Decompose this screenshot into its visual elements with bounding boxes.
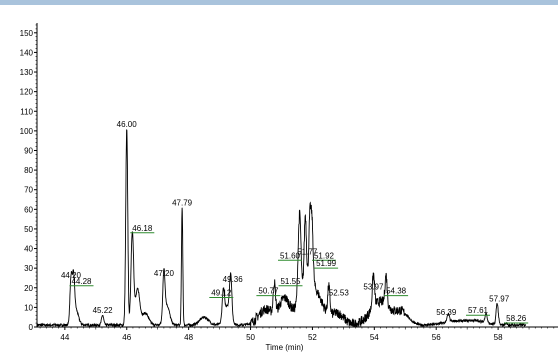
- x-tick-label: 58: [494, 333, 503, 342]
- y-tick-label: 80: [24, 166, 33, 175]
- y-tick-label: 30: [24, 264, 33, 273]
- peak-label: 45.22: [93, 306, 114, 315]
- chromatogram-trace: [36, 129, 527, 328]
- peak-label: 46.00: [117, 120, 138, 129]
- peak-label: 58.26: [506, 314, 527, 323]
- peak-label: 57.97: [489, 294, 510, 303]
- peak-label: 54.38: [386, 287, 407, 296]
- x-tick-label: 56: [432, 333, 441, 342]
- axes: 0 10 20 30 40 50 60 70 80 90 100 110 120 130 140 150 44 4…: [20, 23, 558, 342]
- peak-label: 52.53: [329, 289, 350, 298]
- window-top-bar: [0, 0, 558, 5]
- peak-label: 51.60: [280, 251, 301, 260]
- peak-label: 56.39: [436, 308, 457, 317]
- peak-label: 57.61: [468, 306, 489, 315]
- peak-label: 51.55: [280, 277, 301, 286]
- y-tick-label: 110: [20, 107, 33, 116]
- x-tick-label: 48: [184, 333, 193, 342]
- peak-label: 44.28: [71, 277, 92, 286]
- x-tick-label: 54: [370, 333, 379, 342]
- y-tick-label: 20: [24, 284, 33, 293]
- x-tick-label: 50: [246, 333, 255, 342]
- y-tick-label: 100: [20, 127, 34, 136]
- peak-label: 44.20: [61, 271, 82, 280]
- peak-label: 46.18: [132, 224, 153, 233]
- x-tick-label: 52: [308, 333, 317, 342]
- y-tick-label: 50: [24, 225, 33, 234]
- x-tick-label: 44: [60, 333, 69, 342]
- y-tick-label: 0: [29, 323, 34, 332]
- peak-label: 49.36: [223, 275, 244, 284]
- peak-label: 47.20: [154, 269, 175, 278]
- y-tick-label: 90: [24, 146, 33, 155]
- y-tick-label: 130: [20, 68, 34, 77]
- y-tick-label: 70: [24, 186, 33, 195]
- y-tick-label: 10: [24, 303, 33, 312]
- peak-label: 49.12: [211, 289, 232, 298]
- y-tick-label: 140: [20, 48, 34, 57]
- y-tick-label: 60: [24, 205, 33, 214]
- peak-label: 51.99: [316, 259, 337, 268]
- trace-layer: [36, 129, 527, 328]
- x-axis-title: Time (min): [266, 343, 304, 352]
- y-tick-label: 40: [24, 245, 33, 254]
- peak-label: 50.77: [258, 287, 279, 296]
- x-tick-label: 46: [122, 333, 131, 342]
- peak-label: 51.77: [297, 247, 318, 256]
- y-tick-label: 120: [20, 88, 34, 97]
- peak-label: 51.92: [314, 251, 335, 260]
- peak-label: 53.97: [363, 283, 384, 292]
- y-tick-label: 150: [20, 29, 34, 38]
- peak-label: 47.79: [172, 198, 193, 207]
